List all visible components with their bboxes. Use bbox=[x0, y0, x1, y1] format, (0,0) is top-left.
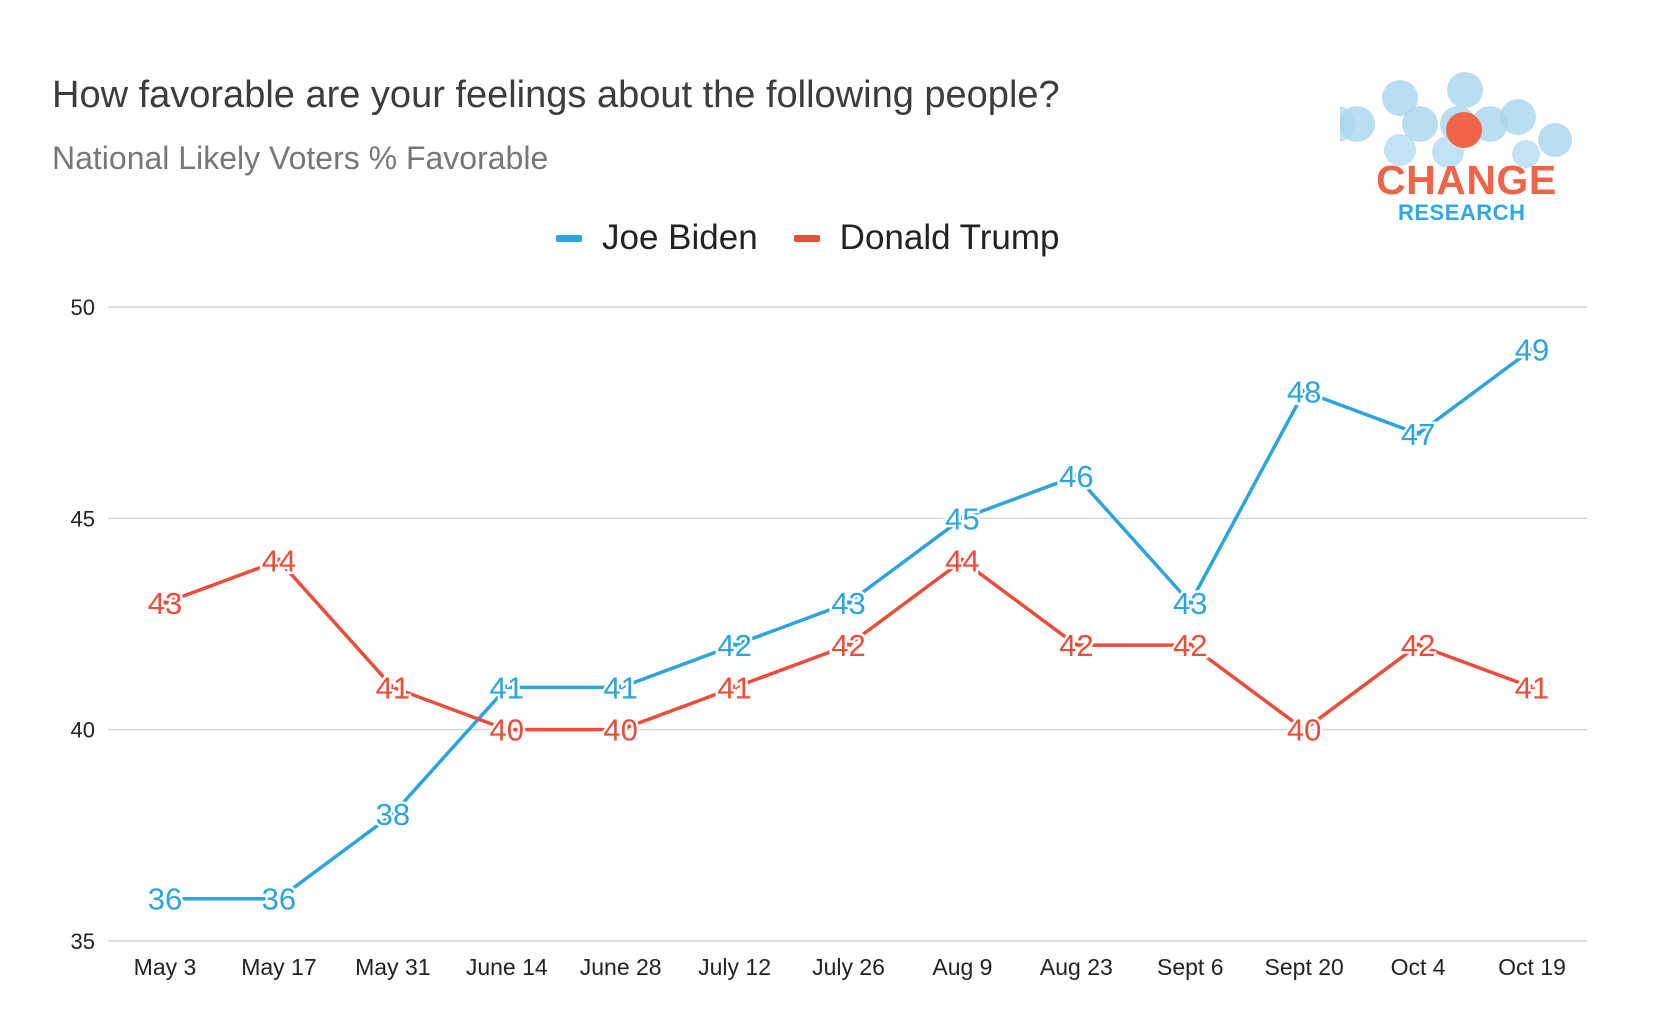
data-point bbox=[162, 599, 168, 606]
data-label: 43 bbox=[831, 586, 865, 621]
data-label: 45 bbox=[945, 501, 979, 536]
x-tick-label: May 31 bbox=[355, 954, 430, 980]
data-label: 41 bbox=[1515, 670, 1549, 705]
data-point bbox=[389, 811, 396, 818]
logo-subword: RESEARCH bbox=[1398, 200, 1526, 225]
data-point bbox=[389, 684, 396, 691]
y-tick-label: 50 bbox=[71, 295, 95, 320]
data-point bbox=[1301, 726, 1308, 733]
data-label: 41 bbox=[490, 670, 524, 705]
x-tick-label: May 17 bbox=[241, 954, 316, 980]
data-point bbox=[959, 515, 966, 522]
data-point bbox=[731, 684, 738, 691]
chart-title: How favorable are your feelings about th… bbox=[52, 74, 1060, 116]
legend-item-trump: Donald Trump bbox=[793, 218, 1060, 258]
x-tick-label: Sept 6 bbox=[1157, 954, 1224, 980]
data-point bbox=[503, 684, 510, 691]
data-label: 41 bbox=[376, 670, 410, 705]
x-tick-label: Sept 20 bbox=[1265, 954, 1344, 980]
chart-legend: Joe Biden Donald Trump bbox=[556, 218, 1096, 258]
data-label: 42 bbox=[717, 628, 751, 663]
data-label: 40 bbox=[490, 713, 524, 748]
legend-label-trump: Donald Trump bbox=[839, 218, 1060, 257]
data-label: 42 bbox=[1059, 628, 1093, 663]
data-point bbox=[1073, 642, 1080, 649]
data-label: 42 bbox=[1173, 628, 1207, 663]
y-tick-label: 40 bbox=[71, 718, 95, 743]
x-tick-label: Oct 19 bbox=[1498, 954, 1566, 980]
data-point bbox=[275, 557, 282, 564]
y-tick-label: 45 bbox=[71, 506, 95, 531]
data-label: 42 bbox=[831, 628, 865, 663]
data-point bbox=[845, 642, 852, 649]
logo-circles-icon bbox=[1340, 72, 1572, 168]
legend-swatch-trump bbox=[793, 234, 820, 242]
legend-label-biden: Joe Biden bbox=[602, 218, 758, 257]
data-point bbox=[959, 557, 966, 564]
data-label: 38 bbox=[376, 797, 410, 832]
data-point bbox=[1301, 388, 1308, 395]
chart-subtitle: National Likely Voters % Favorable bbox=[52, 140, 549, 176]
data-label: 47 bbox=[1401, 417, 1435, 452]
x-tick-label: Aug 23 bbox=[1040, 954, 1113, 980]
data-label: 43 bbox=[148, 586, 182, 621]
data-point bbox=[1415, 430, 1422, 437]
data-point bbox=[845, 599, 852, 606]
data-label: 48 bbox=[1287, 375, 1321, 410]
x-tick-label: June 14 bbox=[466, 954, 548, 980]
x-tick-label: June 28 bbox=[580, 954, 662, 980]
data-label: 44 bbox=[945, 544, 979, 579]
data-point bbox=[617, 726, 624, 733]
x-tick-label: Aug 9 bbox=[932, 954, 992, 980]
data-label: 36 bbox=[262, 882, 296, 917]
data-point bbox=[1073, 473, 1080, 480]
series-line-biden bbox=[163, 347, 1534, 901]
data-label: 40 bbox=[603, 713, 637, 748]
legend-swatch-biden bbox=[556, 234, 582, 242]
change-research-logo: CHANGE RESEARCH bbox=[1340, 72, 1590, 232]
legend-item-biden: Joe Biden bbox=[556, 218, 758, 258]
data-label: 41 bbox=[603, 670, 637, 705]
data-point bbox=[1529, 346, 1535, 353]
data-label: 41 bbox=[717, 670, 751, 705]
data-point bbox=[1415, 642, 1422, 649]
data-label: 36 bbox=[148, 882, 182, 917]
x-tick-label: Oct 4 bbox=[1391, 954, 1446, 980]
x-tick-label: July 12 bbox=[698, 954, 771, 980]
x-tick-label: May 3 bbox=[134, 954, 197, 980]
data-label: 44 bbox=[262, 544, 296, 579]
x-tick-label: July 26 bbox=[812, 954, 885, 980]
data-point bbox=[731, 642, 738, 649]
y-tick-label: 35 bbox=[71, 929, 95, 954]
logo-word: CHANGE bbox=[1376, 157, 1557, 203]
data-point bbox=[162, 895, 168, 902]
data-point bbox=[1529, 684, 1535, 691]
data-point bbox=[275, 895, 282, 902]
data-point bbox=[1187, 599, 1194, 606]
data-point bbox=[503, 726, 510, 733]
data-point bbox=[617, 684, 624, 691]
data-label: 49 bbox=[1515, 332, 1549, 367]
data-label: 43 bbox=[1173, 586, 1207, 621]
data-label: 40 bbox=[1287, 713, 1321, 748]
data-point bbox=[1187, 642, 1194, 649]
data-label: 42 bbox=[1401, 628, 1435, 663]
data-label: 46 bbox=[1059, 459, 1093, 494]
